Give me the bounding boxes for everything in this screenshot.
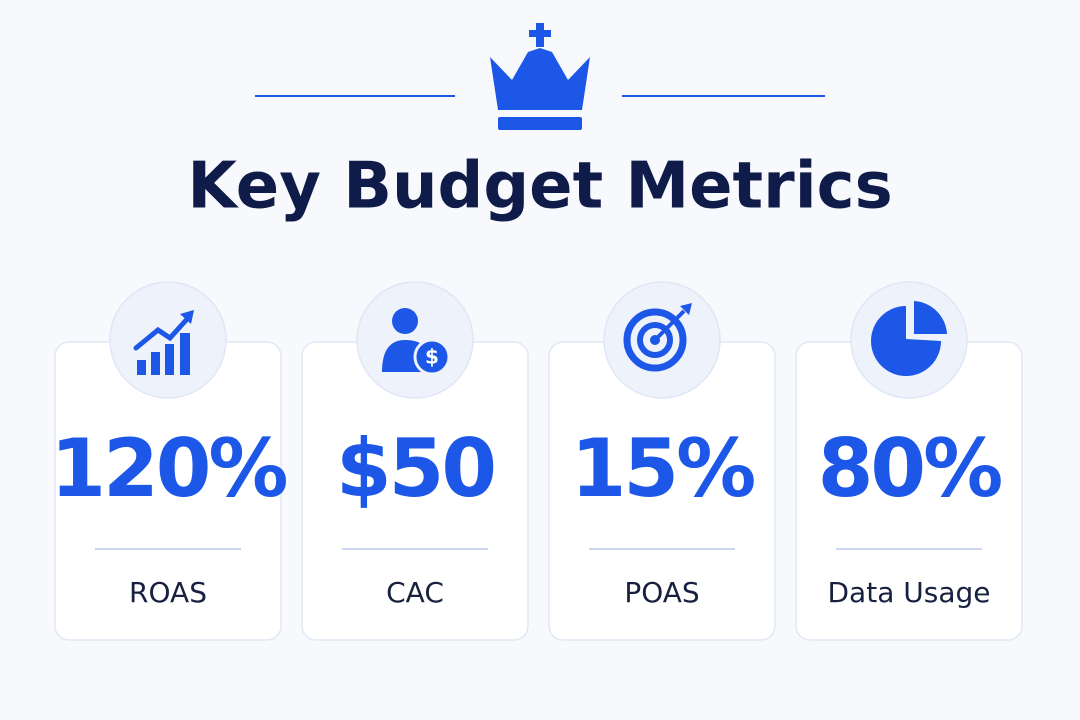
metric-icon (133, 310, 194, 375)
icon-part (637, 322, 673, 358)
icon-part (137, 360, 146, 375)
icon-badge (603, 281, 721, 399)
metric-value: $50 (336, 422, 494, 515)
metric-value: 120% (50, 422, 286, 515)
icon-part (392, 308, 418, 334)
icon-part (655, 309, 686, 340)
icon-part (180, 310, 194, 324)
icon-part (133, 315, 191, 351)
metric-label: POAS (624, 576, 699, 609)
metric-label: ROAS (129, 576, 207, 609)
metric-label: Data Usage (828, 576, 991, 609)
metric-label: CAC (386, 576, 444, 609)
metric-icon (623, 303, 692, 372)
metric-value: 80% (818, 422, 1001, 515)
metric-icon (871, 301, 947, 376)
metric-value: 15% (571, 422, 754, 515)
metric-card: 120% ROAS (50, 281, 289, 641)
icon-badge (109, 281, 227, 399)
page-title: Key Budget Metrics (187, 150, 892, 224)
icon-part: $ (425, 345, 439, 369)
icon-part (914, 301, 947, 334)
icon-part (680, 303, 692, 315)
crown-icon (490, 23, 590, 130)
metric-card: 15% POAS (548, 281, 776, 641)
icon-part (623, 308, 687, 372)
icon-part (165, 344, 174, 375)
metric-card: 80% Data Usage (795, 281, 1023, 641)
icon-part (151, 352, 160, 375)
icon-part (180, 333, 190, 375)
metric-card: $ $50 CAC (301, 281, 529, 641)
icon-part (871, 306, 941, 376)
icon-part (382, 340, 424, 372)
metric-icon: $ (382, 308, 451, 376)
icon-badge (356, 281, 474, 399)
icon-part (413, 338, 451, 376)
